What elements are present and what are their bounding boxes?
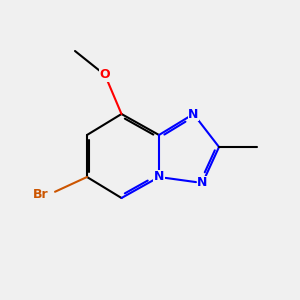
Text: N: N <box>188 107 199 121</box>
Text: N: N <box>197 176 208 190</box>
Text: O: O <box>100 68 110 82</box>
Text: N: N <box>154 170 164 184</box>
Text: Br: Br <box>32 188 48 202</box>
